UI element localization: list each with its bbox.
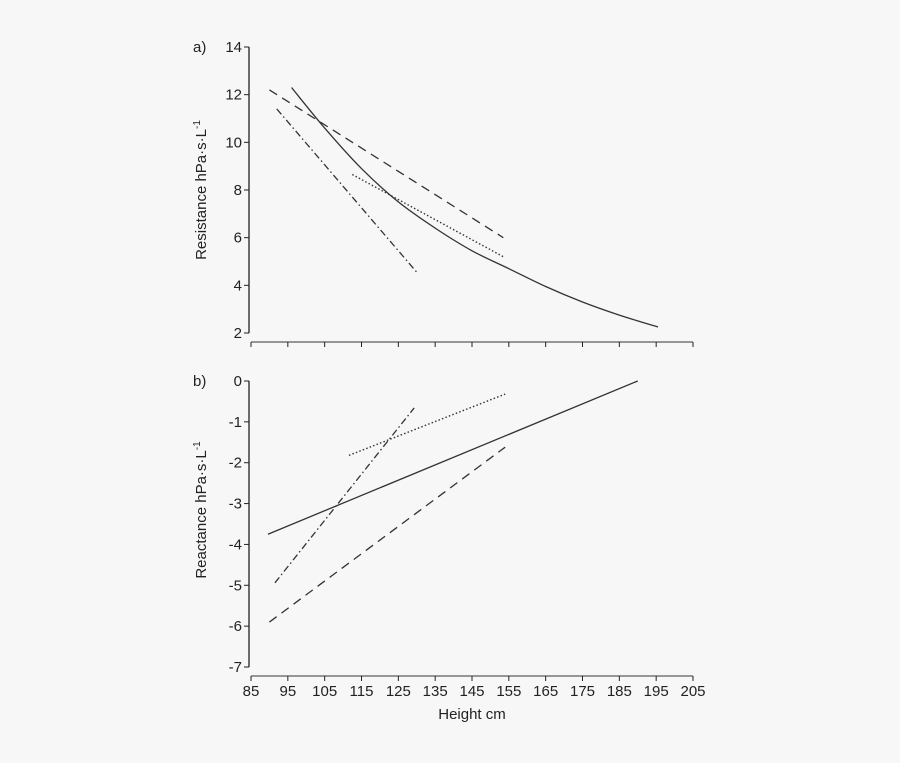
y-tick-label: -2 bbox=[229, 455, 242, 472]
series-dashed-line bbox=[269, 89, 504, 239]
panel-label: a) bbox=[193, 39, 206, 56]
series-dashed-line bbox=[269, 446, 506, 623]
y-tick-label: -3 bbox=[229, 496, 242, 513]
x-tick-label: 175 bbox=[570, 683, 595, 700]
x-tick-label: 85 bbox=[243, 683, 260, 700]
y-tick-label: -5 bbox=[229, 577, 242, 594]
panel-label: b) bbox=[193, 373, 206, 390]
series-solid-line bbox=[291, 87, 659, 328]
x-tick-label: 195 bbox=[644, 683, 669, 700]
series-dotted-line bbox=[351, 173, 504, 258]
x-tick-label: 155 bbox=[496, 683, 521, 700]
series-dash-dot-line bbox=[274, 407, 415, 584]
y-tick-label: 8 bbox=[234, 182, 242, 199]
y-tick-label: -1 bbox=[229, 414, 242, 431]
y-tick-label: 2 bbox=[234, 325, 242, 342]
x-tick-label: 105 bbox=[312, 683, 337, 700]
x-axis-title: Height cm bbox=[438, 706, 506, 723]
x-tick-label: 205 bbox=[680, 683, 705, 700]
x-tick-label: 115 bbox=[350, 683, 374, 700]
x-tick-label: 145 bbox=[459, 683, 484, 700]
panel-a-resistance: a) 14 12 10 8 6 4 2 Resistance hPa·s·L-1 bbox=[192, 39, 694, 347]
x-tick-label: 135 bbox=[423, 683, 448, 700]
y-tick-label: -6 bbox=[229, 618, 242, 635]
y-tick-label: -7 bbox=[229, 659, 242, 676]
y-tick-label: 14 bbox=[225, 39, 242, 56]
y-tick-label: 10 bbox=[225, 134, 242, 151]
x-tick-label: 165 bbox=[533, 683, 558, 700]
x-tick-label: 125 bbox=[386, 683, 411, 700]
y-tick-label: 6 bbox=[234, 230, 242, 247]
series-dash-dot-line bbox=[276, 108, 418, 273]
y-tick-label: 4 bbox=[234, 277, 242, 294]
y-tick-label: -4 bbox=[229, 536, 242, 553]
x-tick-label: 95 bbox=[279, 683, 296, 700]
y-axis-title: Reactance hPa·s·L-1 bbox=[192, 441, 210, 579]
y-tick-label: 0 bbox=[234, 373, 242, 390]
x-tick-label: 185 bbox=[607, 683, 632, 700]
y-axis-title: Resistance hPa·s·L-1 bbox=[192, 120, 210, 260]
series-solid-line bbox=[267, 380, 638, 535]
panel-b-reactance: b) 0 -1 -2 -3 -4 -5 -6 -785 95 105 115 125 135 145 155 1… bbox=[192, 373, 706, 700]
y-tick-label: 12 bbox=[225, 87, 242, 104]
